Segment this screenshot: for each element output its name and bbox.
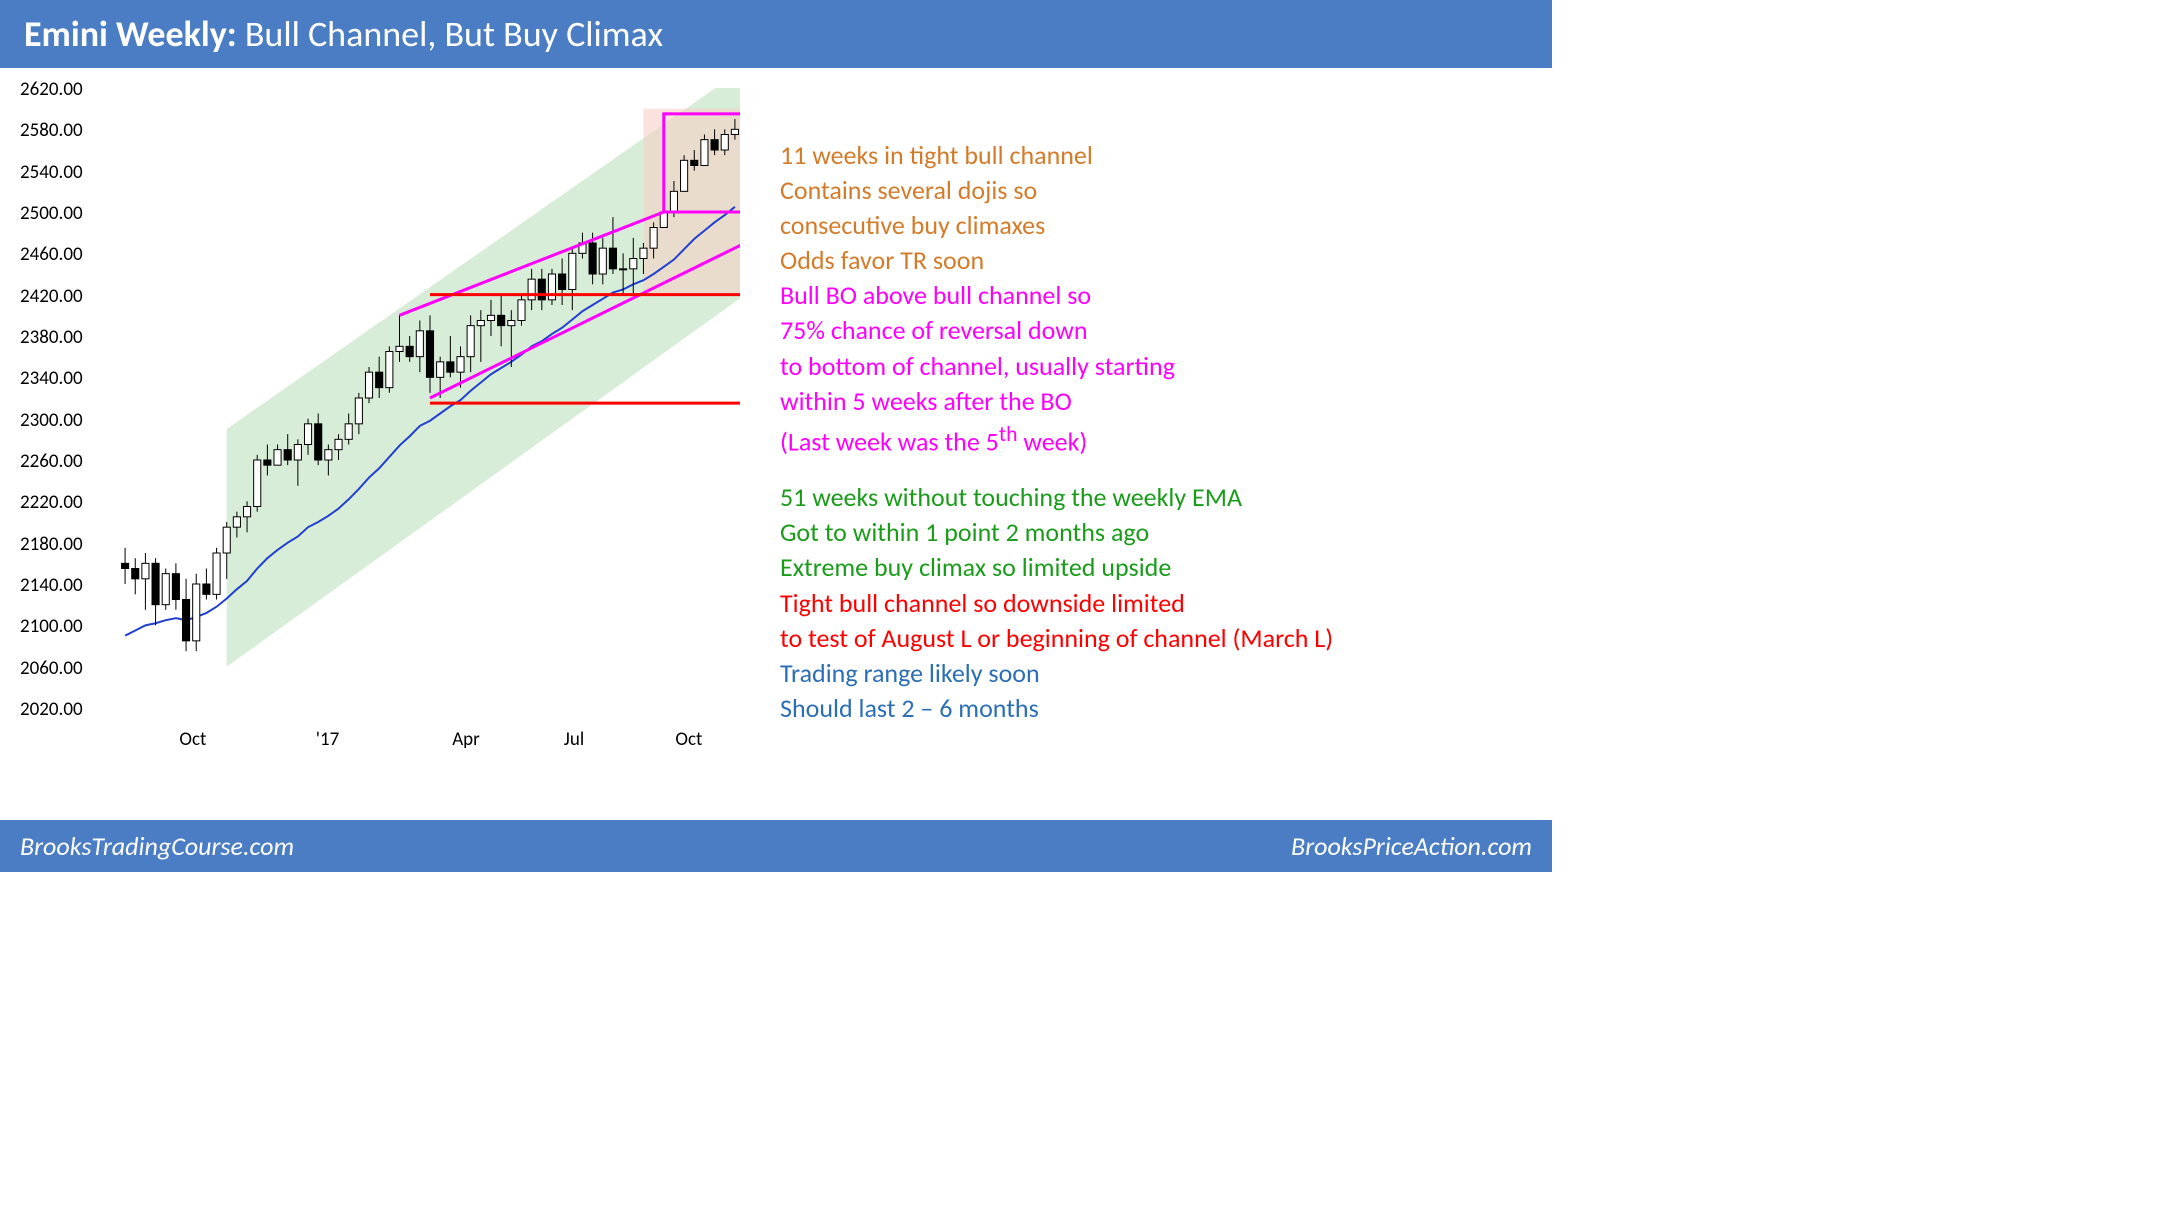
annotation-line: (Last week was the 5th week)	[780, 419, 1525, 460]
y-axis-label: 2100.00	[20, 615, 83, 638]
y-axis-label: 2180.00	[20, 533, 83, 556]
annotation-line: consecutive buy climaxes	[780, 208, 1525, 243]
y-axis-label: 2420.00	[20, 285, 83, 308]
x-axis-label: Jul	[564, 728, 584, 751]
y-axis-label: 2020.00	[20, 698, 83, 721]
annotation-line: Odds favor TR soon	[780, 243, 1525, 278]
annotation-line: within 5 weeks after the BO	[780, 384, 1525, 419]
chart-svg	[120, 88, 740, 708]
footer-left: BrooksTradingCourse.com	[20, 830, 294, 862]
y-axis-label: 2540.00	[20, 161, 83, 184]
annotation-line: Should last 2 – 6 months	[780, 691, 1525, 726]
annotation-line: Tight bull channel so downside limited	[780, 586, 1525, 621]
annotation-line: to bottom of channel, usually starting	[780, 349, 1525, 384]
y-axis-label: 2340.00	[20, 367, 83, 390]
y-axis-label: 2220.00	[20, 491, 83, 514]
annotation-line: Got to within 1 point 2 months ago	[780, 515, 1525, 550]
x-axis-label: Oct	[179, 728, 206, 751]
annotations-panel: 11 weeks in tight bull channelContains s…	[780, 138, 1525, 726]
annotation-line: to test of August L or beginning of chan…	[780, 621, 1525, 656]
y-axis-label: 2260.00	[20, 450, 83, 473]
y-axis-label: 2620.00	[20, 78, 83, 101]
chart-plot	[120, 88, 740, 708]
content-area: 2020.00 2060.00 2100.00 2140.00 2180.00 2220.…	[0, 68, 1552, 828]
footer-right: BrooksPriceAction.com	[1291, 830, 1532, 862]
annotation-line: 51 weeks without touching the weekly EMA	[780, 480, 1525, 515]
annotation-line: Extreme buy climax so limited upside	[780, 550, 1525, 585]
page-footer: BrooksTradingCourse.com BrooksPriceActio…	[0, 820, 1552, 872]
y-axis-label: 2060.00	[20, 657, 83, 680]
x-axis-label: Apr	[452, 728, 480, 751]
y-axis-label: 2380.00	[20, 326, 83, 349]
y-axis-label: 2300.00	[20, 409, 83, 432]
annotation-line: Bull BO above bull channel so	[780, 278, 1525, 313]
y-axis-label: 2500.00	[20, 202, 83, 225]
y-axis: 2020.002060.002100.002140.002180.002220.…	[20, 88, 110, 708]
annotation-line: 11 weeks in tight bull channel	[780, 138, 1525, 173]
y-axis-label: 2580.00	[20, 119, 83, 142]
annotation-line: Contains several dojis so	[780, 173, 1525, 208]
y-axis-label: 2140.00	[20, 574, 83, 597]
x-axis-label: '17	[316, 728, 339, 751]
y-axis-label: 2460.00	[20, 243, 83, 266]
annotation-line: 75% chance of reversal down	[780, 313, 1525, 348]
header-title-rest: Bull Channel, But Buy Climax	[237, 12, 663, 56]
chart-container: 2020.00 2060.00 2100.00 2140.00 2180.00 2220.…	[20, 88, 760, 808]
x-axis: Oct '17 Apr Jul Oct	[120, 728, 740, 758]
page-header: Emini Weekly: Bull Channel, But Buy Clim…	[0, 0, 1552, 68]
annotation-line: Trading range likely soon	[780, 656, 1525, 691]
header-title-bold: Emini Weekly:	[24, 12, 237, 56]
annotation-line	[780, 460, 1525, 481]
x-axis-label: Oct	[675, 728, 702, 751]
